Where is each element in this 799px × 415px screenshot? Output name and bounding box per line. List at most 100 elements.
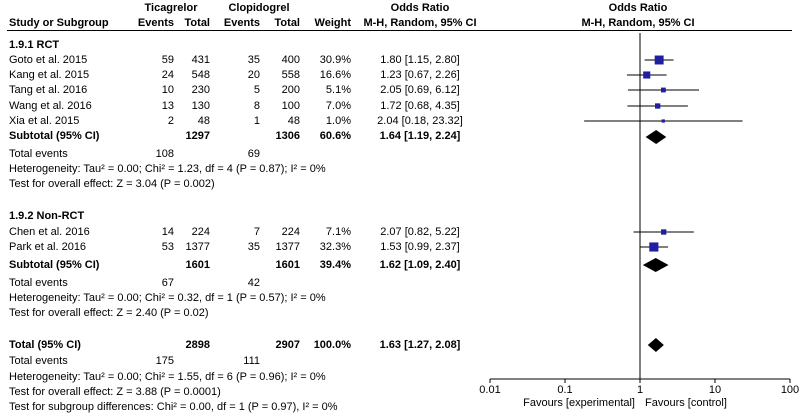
total-events-label: Total events <box>9 355 68 367</box>
study-name: Xia et al. 2015 <box>9 115 80 127</box>
study-name: Goto et al. 2015 <box>9 54 88 66</box>
subtotal-total1: 1297 <box>185 130 210 142</box>
favours-left-label: Favours [experimental] <box>523 397 635 409</box>
overall-effect-text: Test for overall effect: Z = 2.40 (P = 0… <box>9 307 209 319</box>
total-ci: 1.63 [1.27, 2.08] <box>379 339 461 351</box>
subtotal-total2: 1306 <box>275 130 300 142</box>
diamond-marker <box>642 258 669 272</box>
events2-value: 20 <box>247 69 260 81</box>
ci-value: 2.04 [0.18, 23.32] <box>377 115 463 127</box>
study-name: Tang et al. 2016 <box>9 84 88 96</box>
events1-value: 59 <box>161 54 174 66</box>
total1-value: 130 <box>191 100 210 112</box>
total-events1: 175 <box>155 355 174 367</box>
study-column-header: Study or Subgroup <box>9 17 109 29</box>
total-weight: 100.0% <box>313 339 351 351</box>
total-events2: 42 <box>247 277 260 289</box>
plot-method-header: M-H, Random, 95% CI <box>581 17 695 29</box>
study-marker <box>655 103 661 109</box>
weight-value: 32.3% <box>319 241 351 253</box>
plot-odds-ratio-header: Odds Ratio <box>608 2 668 14</box>
study-marker <box>654 55 664 65</box>
heterogeneity-text: Heterogeneity: Tau² = 0.00; Chi² = 0.32,… <box>9 292 326 304</box>
study-name: Park et al. 2016 <box>9 241 87 253</box>
total2-value: 558 <box>281 69 300 81</box>
subgroup-differences-text: Test for subgroup differences: Chi² = 0.… <box>9 401 338 413</box>
ci-value: 2.07 [0.82, 5.22] <box>380 226 460 238</box>
subtotal-label: Subtotal (95% CI) <box>9 259 100 271</box>
ci-value: 1.72 [0.68, 4.35] <box>380 100 460 112</box>
total2-value: 224 <box>281 226 300 238</box>
total1-value: 48 <box>197 115 210 127</box>
subtotal-label: Subtotal (95% CI) <box>9 130 100 142</box>
group1-header: Ticagrelor <box>144 2 198 14</box>
ci-value: 1.80 [1.15, 2.80] <box>380 54 460 66</box>
study-name: Chen et al. 2016 <box>9 226 90 238</box>
ci-value: 1.53 [0.99, 2.37] <box>380 241 460 253</box>
weight-value: 1.0% <box>325 115 351 127</box>
overall-effect-text: Test for overall effect: Z = 3.04 (P = 0… <box>9 178 215 190</box>
total1-value: 1377 <box>185 241 210 253</box>
odds-ratio-header: Odds Ratio <box>390 2 450 14</box>
heterogeneity-text: Heterogeneity: Tau² = 0.00; Chi² = 1.55,… <box>9 371 326 383</box>
study-marker <box>661 119 665 123</box>
subtotal-total2: 1601 <box>275 259 300 271</box>
subgroup-title: 1.9.1 RCT <box>9 39 60 51</box>
study-name: Kang et al. 2015 <box>9 69 90 81</box>
total1-value: 230 <box>191 84 210 96</box>
total-events2: 111 <box>243 355 260 367</box>
events2-value: 35 <box>247 54 260 66</box>
subtotal-ci: 1.62 [1.09, 2.40] <box>379 259 461 271</box>
diamond-marker <box>647 338 664 352</box>
x-tick-label: 0.1 <box>557 384 572 396</box>
ci-value: 1.23 [0.67, 2.26] <box>380 69 460 81</box>
subgroup-title: 1.9.2 Non-RCT <box>9 210 85 222</box>
weight-column-header: Weight <box>314 17 351 29</box>
weight-value: 30.9% <box>319 54 351 66</box>
events1-value: 14 <box>161 226 174 238</box>
events2-value: 35 <box>247 241 260 253</box>
total-total1: 2898 <box>185 339 210 351</box>
total-events-label: Total events <box>9 148 68 160</box>
subtotal-weight: 39.4% <box>319 259 351 271</box>
study-marker <box>661 229 667 235</box>
x-tick-label: 0.01 <box>479 384 500 396</box>
subtotal-ci: 1.64 [1.19, 2.24] <box>379 130 461 142</box>
x-tick-label: 100 <box>781 384 799 396</box>
total2-column-header: Total <box>274 17 300 29</box>
diamond-marker <box>645 130 667 144</box>
events2-value: 1 <box>253 115 260 127</box>
weight-value: 16.6% <box>319 69 351 81</box>
events1-value: 13 <box>161 100 174 112</box>
events1-value: 24 <box>161 69 174 81</box>
weight-value: 7.0% <box>325 100 351 112</box>
x-tick-label: 10 <box>709 384 721 396</box>
total2-value: 400 <box>281 54 300 66</box>
total2-value: 48 <box>287 115 300 127</box>
study-marker <box>643 71 651 79</box>
group2-header: Clopidogrel <box>228 2 290 14</box>
total2-value: 200 <box>281 84 300 96</box>
header-rule <box>7 30 792 31</box>
events2-value: 7 <box>253 226 260 238</box>
ci-value: 2.05 [0.69, 6.12] <box>380 84 460 96</box>
events2-value: 8 <box>253 100 260 112</box>
total-events1: 67 <box>161 277 174 289</box>
subtotal-weight: 60.6% <box>319 130 351 142</box>
total1-value: 548 <box>191 69 210 81</box>
study-marker <box>660 87 666 93</box>
study-marker <box>649 242 659 252</box>
overall-effect-text: Test for overall effect: Z = 3.88 (P = 0… <box>9 386 221 398</box>
weight-value: 7.1% <box>325 226 351 238</box>
total1-value: 224 <box>191 226 210 238</box>
total1-value: 431 <box>191 54 210 66</box>
events1-column-header: Events <box>137 17 174 29</box>
total1-column-header: Total <box>184 17 210 29</box>
total-events1: 108 <box>155 148 174 160</box>
heterogeneity-text: Heterogeneity: Tau² = 0.00; Chi² = 1.23,… <box>9 163 326 175</box>
events1-value: 10 <box>161 84 174 96</box>
total-events2: 69 <box>247 148 260 160</box>
method-column-header: M-H, Random, 95% CI <box>363 17 477 29</box>
total-label: Total (95% CI) <box>9 339 81 351</box>
